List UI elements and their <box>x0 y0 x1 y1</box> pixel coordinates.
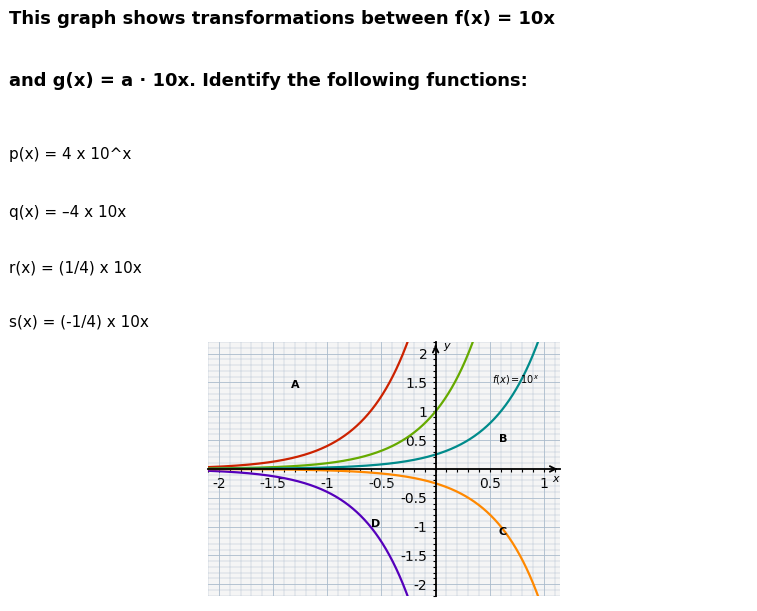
Text: p(x) = 4 x 10^x: p(x) = 4 x 10^x <box>9 147 132 162</box>
Text: y: y <box>443 341 450 351</box>
Text: $f(x) = 10^x$: $f(x) = 10^x$ <box>492 374 539 387</box>
Text: x: x <box>553 474 559 485</box>
Text: C: C <box>499 527 507 537</box>
Text: s(x) = (-1/4) x 10x: s(x) = (-1/4) x 10x <box>9 315 149 330</box>
Text: D: D <box>372 519 381 529</box>
Text: This graph shows transformations between f(x) = 10x: This graph shows transformations between… <box>9 10 555 28</box>
Text: and g(x) = a · 10x. Identify the following functions:: and g(x) = a · 10x. Identify the followi… <box>9 72 528 90</box>
Text: r(x) = (1/4) x 10x: r(x) = (1/4) x 10x <box>9 260 142 275</box>
Text: A: A <box>291 381 299 390</box>
Text: B: B <box>499 434 507 444</box>
Text: q(x) = –4 x 10x: q(x) = –4 x 10x <box>9 205 126 221</box>
